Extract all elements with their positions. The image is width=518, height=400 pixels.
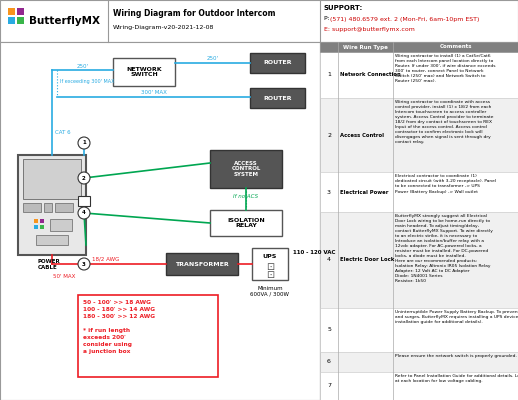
Text: ⊡: ⊡	[266, 270, 274, 280]
FancyBboxPatch shape	[252, 248, 288, 280]
FancyBboxPatch shape	[17, 17, 24, 24]
FancyBboxPatch shape	[34, 219, 38, 223]
Text: ButterflyMX: ButterflyMX	[28, 16, 99, 26]
FancyBboxPatch shape	[320, 42, 518, 52]
Text: 6: 6	[327, 359, 331, 364]
FancyBboxPatch shape	[78, 295, 218, 377]
Text: Wire Run Type: Wire Run Type	[343, 44, 388, 50]
Text: 4: 4	[82, 210, 86, 216]
FancyBboxPatch shape	[55, 203, 73, 212]
Text: Network Connection: Network Connection	[340, 72, 401, 78]
Text: 4: 4	[327, 258, 331, 262]
Text: Electric Door Lock: Electric Door Lock	[340, 258, 394, 262]
FancyBboxPatch shape	[0, 0, 518, 42]
Text: Please ensure the network switch is properly grounded.: Please ensure the network switch is prop…	[395, 354, 517, 358]
Circle shape	[78, 258, 90, 270]
FancyBboxPatch shape	[210, 150, 282, 188]
Text: CAT 6: CAT 6	[55, 130, 70, 136]
Text: 2: 2	[82, 176, 86, 180]
Text: Minimum
600VA / 300W: Minimum 600VA / 300W	[251, 286, 290, 297]
FancyBboxPatch shape	[18, 155, 86, 255]
Text: SUPPORT:: SUPPORT:	[324, 5, 363, 11]
FancyBboxPatch shape	[250, 88, 305, 108]
Text: Uninterruptible Power Supply Battery Backup. To prevent voltage drops
and surges: Uninterruptible Power Supply Battery Bac…	[395, 310, 518, 324]
Text: Refer to Panel Installation Guide for additional details. Leave 6' service loop
: Refer to Panel Installation Guide for ad…	[395, 374, 518, 382]
Text: 1: 1	[82, 140, 86, 146]
Text: Electrical contractor to coordinate (1)
dedicated circuit (with 3-20 receptacle): Electrical contractor to coordinate (1) …	[395, 174, 496, 194]
FancyBboxPatch shape	[0, 42, 320, 400]
FancyBboxPatch shape	[8, 8, 15, 15]
Text: ISOLATION
RELAY: ISOLATION RELAY	[227, 218, 265, 228]
FancyBboxPatch shape	[34, 225, 38, 229]
FancyBboxPatch shape	[320, 42, 518, 400]
Text: Access Control: Access Control	[340, 133, 384, 138]
FancyBboxPatch shape	[320, 372, 518, 400]
FancyBboxPatch shape	[210, 210, 282, 236]
Text: Comments: Comments	[439, 44, 472, 50]
FancyBboxPatch shape	[44, 203, 52, 212]
Text: E: support@butterflymx.com: E: support@butterflymx.com	[324, 28, 415, 32]
FancyBboxPatch shape	[113, 58, 175, 86]
Text: P:: P:	[324, 16, 332, 22]
FancyBboxPatch shape	[50, 219, 72, 231]
FancyBboxPatch shape	[320, 212, 518, 308]
Text: POWER
CABLE: POWER CABLE	[38, 259, 61, 270]
Text: Wiring-Diagram-v20-2021-12-08: Wiring-Diagram-v20-2021-12-08	[113, 24, 214, 30]
FancyBboxPatch shape	[320, 98, 518, 172]
FancyBboxPatch shape	[78, 196, 90, 206]
Text: 3: 3	[327, 190, 331, 194]
FancyBboxPatch shape	[320, 308, 518, 352]
Text: (571) 480.6579 ext. 2 (Mon-Fri, 6am-10pm EST): (571) 480.6579 ext. 2 (Mon-Fri, 6am-10pm…	[330, 16, 479, 22]
Text: ROUTER: ROUTER	[263, 96, 292, 100]
Text: NETWORK
SWITCH: NETWORK SWITCH	[126, 67, 162, 77]
FancyBboxPatch shape	[8, 17, 15, 24]
Text: 50' MAX: 50' MAX	[53, 274, 75, 278]
Circle shape	[78, 172, 90, 184]
FancyBboxPatch shape	[250, 53, 305, 73]
Text: ACCESS
CONTROL
SYSTEM: ACCESS CONTROL SYSTEM	[232, 161, 261, 177]
Text: 2: 2	[327, 133, 331, 138]
Text: 3: 3	[82, 262, 86, 266]
Text: ButterflyMX strongly suggest all Electrical
Door Lock wiring to be home-run dire: ButterflyMX strongly suggest all Electri…	[395, 214, 493, 284]
Text: ⊡: ⊡	[266, 262, 274, 272]
Text: 300' MAX: 300' MAX	[140, 90, 166, 96]
Text: 5: 5	[327, 328, 331, 332]
FancyBboxPatch shape	[320, 52, 518, 98]
FancyBboxPatch shape	[320, 172, 518, 212]
Text: UPS: UPS	[263, 254, 277, 258]
Text: 50 - 100' >> 18 AWG
100 - 180' >> 14 AWG
180 - 300' >> 12 AWG

* if run length
e: 50 - 100' >> 18 AWG 100 - 180' >> 14 AWG…	[83, 300, 155, 354]
Circle shape	[78, 207, 90, 219]
Circle shape	[78, 137, 90, 149]
Text: Wiring Diagram for Outdoor Intercom: Wiring Diagram for Outdoor Intercom	[113, 8, 276, 18]
Text: 250': 250'	[77, 64, 89, 68]
FancyBboxPatch shape	[40, 219, 44, 223]
FancyBboxPatch shape	[23, 159, 81, 199]
Text: 7: 7	[327, 383, 331, 388]
FancyBboxPatch shape	[40, 225, 44, 229]
Text: TRANSFORMER: TRANSFORMER	[175, 262, 229, 266]
Text: 110 - 120 VAC: 110 - 120 VAC	[293, 250, 336, 256]
FancyBboxPatch shape	[166, 253, 238, 275]
FancyBboxPatch shape	[23, 203, 41, 212]
Text: If exceeding 300' MAX: If exceeding 300' MAX	[60, 80, 114, 84]
Text: 1: 1	[327, 72, 331, 78]
FancyBboxPatch shape	[320, 352, 518, 372]
Text: 250': 250'	[207, 56, 219, 62]
Text: If no ACS: If no ACS	[234, 194, 258, 198]
Text: Wiring contractor to install (1) a Cat5e/Cat6
from each Intercom panel location : Wiring contractor to install (1) a Cat5e…	[395, 54, 496, 83]
Text: Electrical Power: Electrical Power	[340, 190, 388, 194]
FancyBboxPatch shape	[36, 235, 68, 245]
Text: 18/2 AWG: 18/2 AWG	[92, 256, 119, 262]
Text: ROUTER: ROUTER	[263, 60, 292, 66]
Text: Wiring contractor to coordinate with access
control provider, install (1) x 18/2: Wiring contractor to coordinate with acc…	[395, 100, 494, 144]
FancyBboxPatch shape	[17, 8, 24, 15]
